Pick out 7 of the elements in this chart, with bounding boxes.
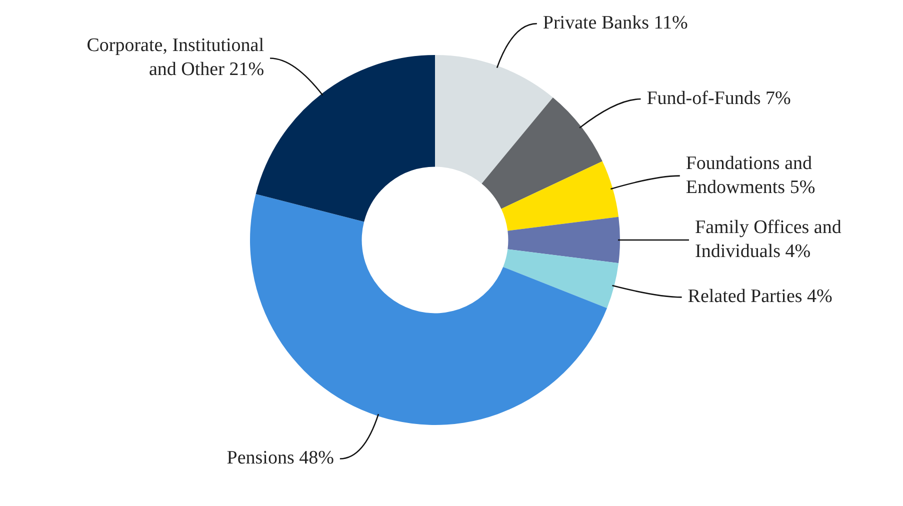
slice-label: Private Banks 11%: [542, 12, 688, 34]
slice-label: Pensions 48%: [226, 448, 334, 469]
slice-label: Fund-of-Funds 7%: [646, 88, 791, 110]
slice-label: Related Parties 4%: [688, 286, 833, 308]
slice-label: Family Offices and Individuals 4%: [695, 216, 842, 262]
slice-label: Foundations and Endowments 5%: [686, 152, 816, 198]
slice-label: Corporate, Institutional and Other 21%: [86, 35, 264, 80]
